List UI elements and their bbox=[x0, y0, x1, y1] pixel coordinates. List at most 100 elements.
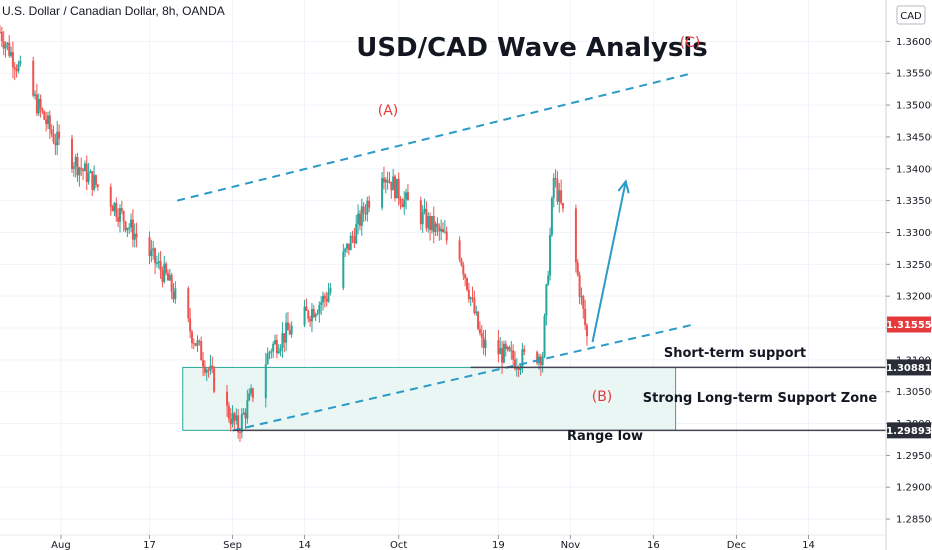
candle-body bbox=[517, 367, 520, 371]
candle-body bbox=[275, 340, 278, 354]
candle-body bbox=[45, 119, 48, 125]
candle-body bbox=[211, 365, 214, 369]
candle-body bbox=[159, 261, 162, 271]
candle-body bbox=[0, 31, 1, 33]
candle-body bbox=[19, 60, 22, 65]
candle-body bbox=[323, 295, 326, 299]
candle-body bbox=[270, 351, 273, 353]
candle-body bbox=[344, 248, 347, 252]
lower-channel-line bbox=[232, 323, 693, 432]
candle-body bbox=[131, 219, 134, 240]
candle-body bbox=[445, 231, 448, 241]
candle-body bbox=[580, 296, 583, 298]
candle-body bbox=[515, 367, 518, 369]
candle-body bbox=[93, 175, 96, 190]
candle-body bbox=[109, 186, 112, 207]
candle-body bbox=[480, 333, 483, 338]
candle-body bbox=[360, 206, 363, 226]
candle-body bbox=[475, 311, 478, 314]
candle-body bbox=[327, 292, 330, 302]
candle-body bbox=[190, 331, 193, 344]
candle-body bbox=[246, 400, 249, 419]
candle-body bbox=[279, 347, 282, 352]
candle-body bbox=[545, 284, 548, 316]
candle-body bbox=[381, 177, 384, 208]
candle-body bbox=[460, 259, 463, 266]
candle-body bbox=[508, 346, 511, 351]
candle-body bbox=[150, 250, 153, 257]
candle-body bbox=[46, 115, 49, 125]
candle-body bbox=[118, 208, 121, 222]
time-tick-label: 14 bbox=[802, 540, 815, 550]
candle-body bbox=[237, 415, 240, 433]
price-tick-label: 1.34000 bbox=[896, 164, 932, 175]
candle-body bbox=[213, 368, 216, 392]
candle-body bbox=[462, 265, 465, 275]
candle-body bbox=[521, 349, 524, 368]
candle-body bbox=[355, 223, 358, 244]
candle-body bbox=[229, 418, 232, 425]
price-tick-label: 1.35500 bbox=[896, 69, 932, 80]
candle-body bbox=[2, 41, 5, 49]
candle-body bbox=[35, 94, 38, 114]
candle-body bbox=[312, 309, 315, 318]
candle-body bbox=[192, 343, 195, 345]
candle-body bbox=[541, 356, 544, 365]
candle-body bbox=[148, 237, 151, 257]
time-tick-label: Nov bbox=[561, 540, 581, 550]
currency-box[interactable] bbox=[896, 5, 926, 25]
support-zone-label: Strong Long-term Support Zone bbox=[643, 391, 878, 406]
price-tick-label: 1.32500 bbox=[896, 260, 932, 271]
time-tick-label: 17 bbox=[143, 540, 156, 550]
candle-body bbox=[240, 414, 243, 433]
price-tick-label: 1.29000 bbox=[896, 483, 932, 494]
candle-body bbox=[170, 274, 173, 292]
candle-body bbox=[440, 229, 443, 232]
candle-body bbox=[582, 296, 585, 309]
candle-body bbox=[366, 200, 369, 215]
candle-body bbox=[94, 175, 97, 185]
candle-body bbox=[194, 343, 197, 346]
candle-body bbox=[318, 304, 321, 314]
candle-body bbox=[117, 216, 120, 222]
candle-body bbox=[41, 108, 44, 112]
candle-body bbox=[209, 365, 212, 371]
candle-body bbox=[513, 359, 516, 369]
candle-body bbox=[401, 203, 404, 208]
candle-body bbox=[353, 236, 356, 244]
price-axis[interactable]: 1.36000 1.35500 1.35000 1.34500 1.34000 1.335… bbox=[886, 37, 932, 526]
short-term-support-label: Short-term support bbox=[664, 346, 806, 361]
candle-body bbox=[552, 178, 555, 199]
candle-body bbox=[554, 178, 557, 180]
candle-body bbox=[248, 393, 251, 401]
candle-body bbox=[406, 192, 409, 201]
candle-body bbox=[394, 176, 397, 199]
candle-body bbox=[120, 208, 123, 212]
candle-body bbox=[242, 412, 245, 415]
target-arrow-line bbox=[591, 181, 627, 343]
candle-body bbox=[429, 216, 432, 230]
wave-label-b: (B) bbox=[592, 389, 613, 405]
candle-body bbox=[501, 348, 504, 363]
price-badge bbox=[887, 316, 931, 333]
candle-body bbox=[288, 330, 291, 335]
candle-body bbox=[6, 42, 9, 45]
candle-body bbox=[115, 202, 118, 217]
candle-body bbox=[399, 198, 402, 204]
price-badge bbox=[887, 359, 931, 376]
candle-body bbox=[303, 306, 306, 326]
wave-label-a: (A) bbox=[378, 103, 399, 119]
candle-body bbox=[244, 412, 247, 419]
candle-body bbox=[421, 211, 424, 225]
candle-body bbox=[578, 274, 581, 297]
candle-body bbox=[39, 99, 42, 109]
candle-body bbox=[133, 233, 136, 240]
candle-body bbox=[484, 340, 487, 349]
candle-body bbox=[395, 178, 398, 199]
candle-body bbox=[382, 177, 385, 183]
candle-body bbox=[436, 223, 439, 227]
time-axis[interactable]: Aug 17 Sep 14 Oct 19 Nov 16 Dec 14 bbox=[51, 535, 815, 550]
candle-body bbox=[465, 278, 468, 290]
price-badge-label: 1.30881 bbox=[886, 363, 932, 374]
